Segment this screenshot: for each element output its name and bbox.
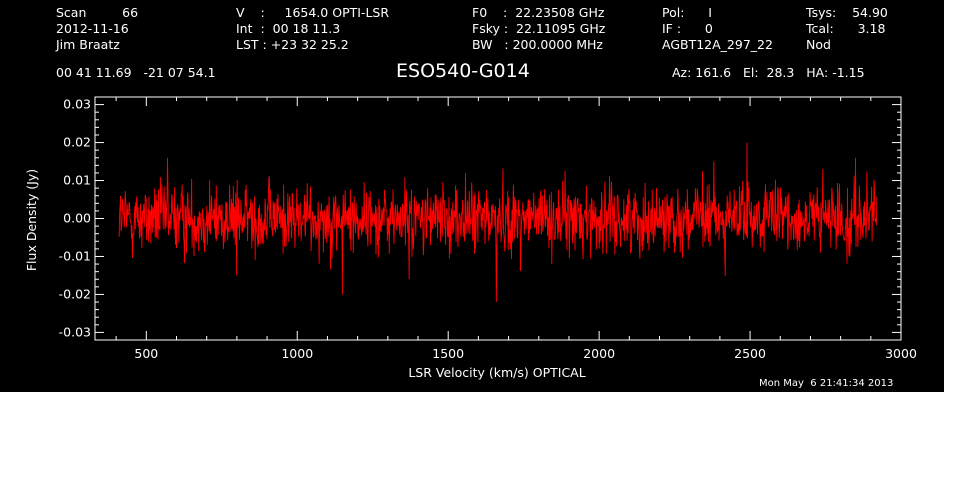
x-tick-label: 2500 bbox=[734, 346, 766, 361]
source-title: ESO540-G014 bbox=[396, 60, 530, 82]
polarization-text: Pol: I bbox=[662, 5, 712, 20]
y-tick-label: -0.01 bbox=[59, 248, 91, 263]
observer-text: Jim Braatz bbox=[56, 37, 120, 52]
coordinates-text: 00 41 11.69 -21 07 54.1 bbox=[56, 65, 216, 80]
x-tick-label: 3000 bbox=[885, 346, 917, 361]
y-tick-label: 0.01 bbox=[63, 173, 91, 188]
y-tick-label: 0.03 bbox=[63, 97, 91, 112]
az-el-ha-text: Az: 161.6 El: 28.3 HA: -1.15 bbox=[672, 65, 865, 80]
tsys-text: Tsys: 54.90 bbox=[806, 5, 888, 20]
x-tick-label: 2000 bbox=[583, 346, 615, 361]
y-tick-label: 0.02 bbox=[63, 135, 91, 150]
x-tick-label: 1500 bbox=[432, 346, 464, 361]
spectrum-chart: 500 1000 1500 2000 2500 3000 -0.03 -0.02 -0.01 0.… bbox=[24, 96, 917, 380]
date-text: 2012-11-16 bbox=[56, 21, 129, 36]
y-tick-label: 0.00 bbox=[63, 211, 91, 226]
project-text: AGBT12A_297_22 bbox=[662, 37, 773, 52]
tcal-text: Tcal: 3.18 bbox=[806, 21, 886, 36]
integration-text: Int : 00 18 11.3 bbox=[236, 21, 341, 36]
if-text: IF : 0 bbox=[662, 21, 713, 36]
y-tick-label: -0.02 bbox=[59, 286, 91, 301]
x-tick-label: 1000 bbox=[281, 346, 313, 361]
timestamp-text: Mon May 6 21:41:34 2013 bbox=[759, 378, 894, 389]
velocity-text: V : 1654.0 OPTI-LSR bbox=[236, 5, 390, 20]
x-axis-label: LSR Velocity (km/s) OPTICAL bbox=[408, 365, 585, 380]
x-tick-label: 500 bbox=[134, 346, 158, 361]
y-axis-label: Flux Density (Jy) bbox=[24, 169, 39, 271]
spectrum-series-line bbox=[118, 142, 878, 303]
y-tick-label: -0.03 bbox=[59, 324, 91, 339]
plot-panel: Scan 66 2012-11-16 Jim Braatz V : 1654.0… bbox=[0, 0, 944, 392]
scan-text: Scan 66 bbox=[56, 5, 139, 20]
lst-text: LST : +23 32 25.2 bbox=[236, 37, 349, 52]
bandwidth-text: BW : 200.0000 MHz bbox=[472, 37, 603, 52]
procedure-text: Nod bbox=[806, 37, 831, 52]
rest-frequency-text: F0 : 22.23508 GHz bbox=[472, 5, 605, 20]
sky-frequency-text: Fsky : 22.11095 GHz bbox=[472, 21, 606, 36]
